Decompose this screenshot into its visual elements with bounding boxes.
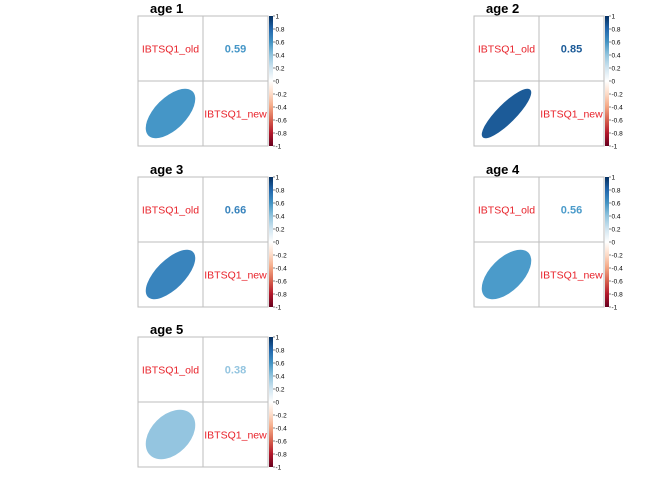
panel-1-colorbar-tick-label: -1	[276, 143, 282, 150]
panel-2-colorbar-tick-label: -1	[612, 143, 618, 150]
panel-4-colorbar-tick-label: 1	[612, 174, 616, 181]
panel-4-colorbar-tick-label: 0.8	[612, 187, 621, 194]
panel-5-correlation-value: 0.38	[225, 365, 246, 377]
panel-1-colorbar	[269, 16, 273, 146]
panel-4-colorbar-tick-label: -0.4	[612, 265, 624, 272]
panel-3-label-row2: IBTSQ1_new	[204, 270, 267, 282]
panel-4-label-row1: IBTSQ1_old	[478, 205, 535, 217]
panel-1-colorbar-tick-label: -0.6	[276, 117, 288, 124]
panel-1-colorbar-tick-label: 0	[276, 78, 280, 85]
panel-1-label-row1: IBTSQ1_old	[142, 44, 199, 56]
panel-2-colorbar-tick-label: -0.4	[612, 104, 624, 111]
panel-3: age 3 IBTSQ1_old IBTSQ1_new 0.66 1 0.8 0.6 0.4 0…	[137, 162, 288, 311]
panel-3-title: age 3	[150, 162, 183, 177]
panel-5-colorbar-tick-label: -0.4	[276, 425, 288, 432]
panel-1-colorbar-tick-label: 0.8	[276, 26, 285, 33]
panel-3-colorbar-tick-label: 0.8	[276, 187, 285, 194]
panel-3-colorbar-tick-label: -0.4	[276, 265, 288, 272]
panel-5-label-row2: IBTSQ1_new	[204, 430, 267, 442]
panel-4-colorbar-tick-label: 0.6	[612, 200, 621, 207]
panel-5-colorbar	[269, 337, 273, 467]
panel-4-colorbar-tick-label: 0.4	[612, 213, 621, 220]
panel-4: age 4 IBTSQ1_old IBTSQ1_new 0.56 1 0.8 0.6 0.4 0…	[473, 162, 623, 311]
panel-1-colorbar-tick-label: -0.4	[276, 104, 288, 111]
panel-5-colorbar-tick-label: 0.4	[276, 373, 285, 380]
panel-2-colorbar-tick-label: -0.2	[612, 91, 624, 98]
panel-1-colorbar-tick-label: -0.2	[276, 91, 288, 98]
panel-2: age 2 IBTSQ1_old IBTSQ1_new 0.85 1 0.8 0.6 0.4 0…	[473, 1, 624, 150]
panel-2-label-row2: IBTSQ1_new	[540, 109, 603, 121]
panel-5-colorbar-tick-label: 0	[276, 399, 280, 406]
panel-1-correlation-value: 0.59	[225, 44, 246, 56]
panel-5-colorbar-tick-label: -0.8	[276, 451, 288, 458]
panel-4-colorbar-tick-label: -0.8	[612, 291, 624, 298]
panel-1: age 1 IBTSQ1_old IBTSQ1_new 0.59 1 0.8 0.6 0.4 0…	[137, 1, 287, 150]
panel-3-label-row1: IBTSQ1_old	[142, 205, 199, 217]
panel-2-label-row1: IBTSQ1_old	[478, 44, 535, 56]
panel-5-colorbar-tick-label: -0.2	[276, 412, 288, 419]
panel-4-colorbar-tick-label: -1	[612, 304, 618, 311]
panel-2-colorbar-tick-label: -0.6	[612, 117, 624, 124]
panel-2-colorbar-tick-label: 0.8	[612, 26, 621, 33]
panel-4-ellipse	[481, 249, 532, 300]
panel-1-colorbar-tick-label: 1	[276, 13, 280, 20]
panel-4-colorbar	[605, 177, 609, 307]
panel-2-colorbar-tick-label: 1	[612, 13, 616, 20]
panel-5-label-row1: IBTSQ1_old	[142, 365, 199, 377]
panel-5-colorbar-tick-label: 0.2	[276, 386, 285, 393]
panel-3-colorbar-tick-label: -1	[276, 304, 282, 311]
panel-4-colorbar-tick-label: -0.6	[612, 278, 624, 285]
panel-3-colorbar-tick-label: 0	[276, 239, 280, 246]
panel-1-colorbar-tick-label: 0.2	[276, 65, 285, 72]
panel-3-colorbar-tick-label: 1	[276, 174, 280, 181]
panel-2-colorbar	[605, 16, 609, 146]
panel-2-colorbar-tick-label: 0.2	[612, 65, 621, 72]
panel-4-colorbar-tick-label: 0	[612, 239, 616, 246]
panel-3-colorbar-tick-label: 0.6	[276, 200, 285, 207]
panel-4-label-row2: IBTSQ1_new	[540, 270, 603, 282]
panel-5-colorbar-tick-label: 0.8	[276, 347, 285, 354]
panel-3-colorbar-tick-label: 0.4	[276, 213, 285, 220]
panel-3-correlation-value: 0.66	[225, 205, 246, 217]
panel-5-title: age 5	[150, 322, 183, 337]
panel-3-colorbar-tick-label: -0.8	[276, 291, 288, 298]
panel-1-colorbar-tick-label: 0.6	[276, 39, 285, 46]
panel-5-colorbar-tick-label: -0.6	[276, 438, 288, 445]
panel-5-ellipse	[145, 409, 196, 460]
panel-2-title: age 2	[486, 1, 519, 16]
panel-3-ellipse	[145, 249, 196, 300]
panel-5-colorbar-tick-label: -1	[276, 464, 282, 471]
panel-5: age 5 IBTSQ1_old IBTSQ1_new 0.38 1 0.8 0.6 0.4 0…	[137, 322, 288, 471]
panel-1-ellipse	[145, 88, 196, 139]
panel-5-colorbar-tick-label: 0.6	[276, 360, 285, 367]
panel-3-colorbar	[269, 177, 273, 307]
panel-1-colorbar-tick-label: 0.4	[276, 52, 285, 59]
panel-2-correlation-value: 0.85	[561, 44, 582, 56]
panel-3-colorbar-tick-label: 0.2	[276, 226, 285, 233]
panel-2-colorbar-tick-label: -0.8	[612, 130, 624, 137]
panel-2-colorbar-tick-label: 0	[612, 78, 616, 85]
panel-1-colorbar-tick-label: -0.8	[276, 130, 288, 137]
panel-3-colorbar-tick-label: -0.6	[276, 278, 288, 285]
panel-2-colorbar-tick-label: 0.6	[612, 39, 621, 46]
panel-4-title: age 4	[486, 162, 520, 177]
panel-3-colorbar-tick-label: -0.2	[276, 252, 288, 259]
panel-4-colorbar-tick-label: -0.2	[612, 252, 624, 259]
panel-2-colorbar-tick-label: 0.4	[612, 52, 621, 59]
panel-4-correlation-value: 0.56	[561, 205, 582, 217]
panel-2-ellipse	[481, 88, 532, 139]
panel-4-colorbar-tick-label: 0.2	[612, 226, 621, 233]
panel-1-title: age 1	[150, 1, 183, 16]
panel-5-colorbar-tick-label: 1	[276, 334, 280, 341]
panel-1-label-row2: IBTSQ1_new	[204, 109, 267, 121]
